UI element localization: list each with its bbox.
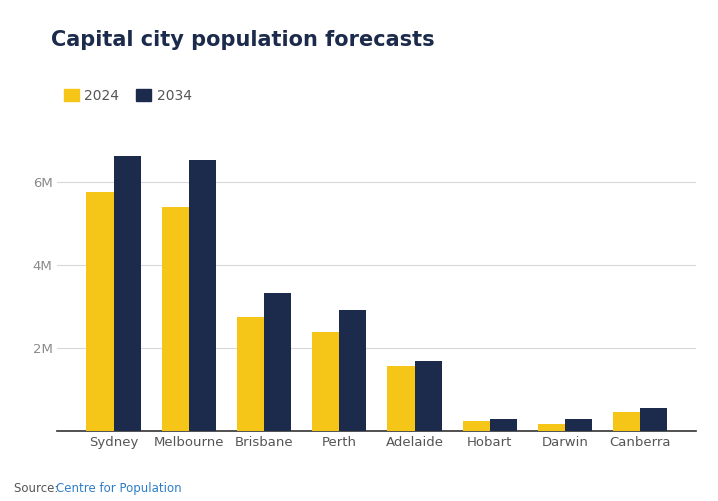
Bar xyxy=(312,333,340,431)
Bar xyxy=(613,412,640,431)
Bar xyxy=(388,366,414,431)
Bar xyxy=(86,192,113,431)
Bar xyxy=(490,419,517,431)
Bar xyxy=(189,160,216,431)
Bar xyxy=(113,156,141,431)
Text: Capital city population forecasts: Capital city population forecasts xyxy=(51,30,434,50)
Bar xyxy=(538,424,565,431)
Bar xyxy=(414,361,442,431)
Text: Source:: Source: xyxy=(14,482,62,495)
Bar xyxy=(237,317,264,431)
Bar xyxy=(640,408,668,431)
Bar xyxy=(264,294,292,431)
Bar xyxy=(162,207,189,431)
Text: Centre for Population: Centre for Population xyxy=(56,482,182,495)
Bar xyxy=(565,419,592,431)
Legend: 2024, 2034: 2024, 2034 xyxy=(58,83,197,108)
Bar xyxy=(340,310,366,431)
Bar xyxy=(462,420,490,431)
